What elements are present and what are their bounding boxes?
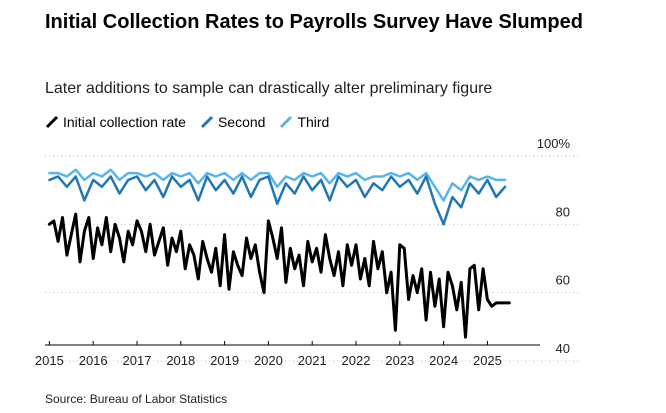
x-tick-label-2019: 2019 xyxy=(210,353,239,368)
legend-swatch-second xyxy=(200,115,214,129)
legend-item-second: Second xyxy=(200,114,265,130)
series-line-third xyxy=(48,168,507,202)
x-tick-label-2020: 2020 xyxy=(254,353,283,368)
source-note: Source: Bureau of Labor Statistics xyxy=(45,392,228,406)
legend-label-second: Second xyxy=(217,114,266,130)
y-tick-label-80: 80 xyxy=(556,204,570,219)
legend-item-initial: Initial collection rate xyxy=(45,114,186,130)
legend-swatch-third xyxy=(280,115,293,129)
x-tick-label-2025: 2025 xyxy=(473,353,502,368)
series-line-second xyxy=(48,175,507,226)
y-tick-label-60: 60 xyxy=(556,273,570,288)
x-tick-label-2023: 2023 xyxy=(385,353,414,368)
legend-item-third: Third xyxy=(279,114,329,130)
x-tick-label-2022: 2022 xyxy=(342,353,371,368)
chart-subtitle: Later additions to sample can drasticall… xyxy=(45,80,493,97)
y-tick-label-40: 40 xyxy=(556,341,570,356)
x-tick-label-2021: 2021 xyxy=(298,353,327,368)
x-tick-label-2015: 2015 xyxy=(35,353,64,368)
legend-label-initial: Initial collection rate xyxy=(63,114,186,130)
x-tick-label-2024: 2024 xyxy=(429,353,458,368)
x-tick-label-2018: 2018 xyxy=(166,353,195,368)
legend-swatch-initial xyxy=(45,115,59,129)
x-tick-label-2016: 2016 xyxy=(79,353,108,368)
x-tick-label-2017: 2017 xyxy=(123,353,152,368)
series-line-initial xyxy=(47,212,511,339)
y-tick-label-100: 100% xyxy=(537,136,571,151)
legend: Initial collection rate Second Third xyxy=(45,114,343,130)
legend-label-third: Third xyxy=(297,114,330,130)
chart-title: Initial Collection Rates to Payrolls Sur… xyxy=(45,11,583,33)
